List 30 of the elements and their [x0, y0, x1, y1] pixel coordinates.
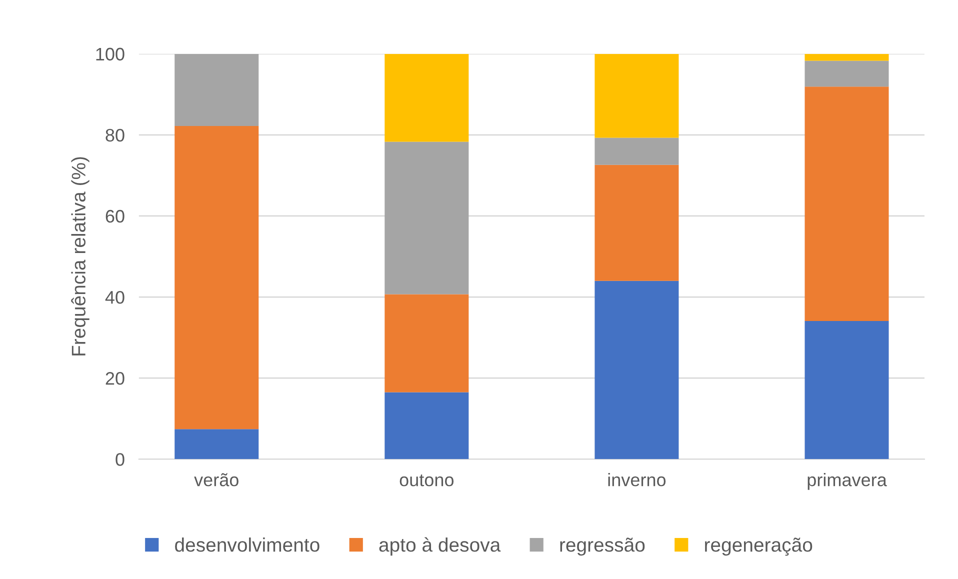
- bar: [174, 54, 259, 126]
- bar: [804, 320, 889, 460]
- x-tick-label: outono: [400, 474, 454, 486]
- legend-label: apto à desova: [379, 537, 501, 556]
- x-tick-label: primavera: [808, 473, 887, 490]
- bar: [804, 54, 889, 61]
- y-tick-label: 100: [96, 48, 124, 61]
- y-tick-label: 0: [116, 453, 124, 466]
- legend-label: desenvolvimento: [175, 538, 320, 552]
- y-tick-label: 40: [105, 290, 124, 304]
- bar: [594, 138, 679, 165]
- bar: [804, 60, 889, 87]
- y-tick-label: 80: [106, 128, 124, 142]
- x-tick-label: inverno: [608, 473, 666, 486]
- bar: [174, 126, 259, 430]
- bar: [804, 86, 889, 321]
- y-axis-title: Frequência relativa (%): [71, 157, 90, 356]
- legend-label: regressão: [560, 538, 645, 556]
- bar: [384, 294, 469, 392]
- y-tick-label: 60: [106, 210, 124, 223]
- bar: [594, 280, 679, 460]
- bar: [174, 429, 259, 460]
- bar: [594, 54, 679, 138]
- x-tick-label: verão: [194, 473, 238, 486]
- bar: [384, 392, 469, 460]
- y-tick-label: 20: [106, 372, 124, 385]
- bar: [384, 142, 469, 294]
- bar: [384, 54, 469, 142]
- legend-label: regeneração: [705, 538, 812, 556]
- bar: [594, 164, 679, 281]
